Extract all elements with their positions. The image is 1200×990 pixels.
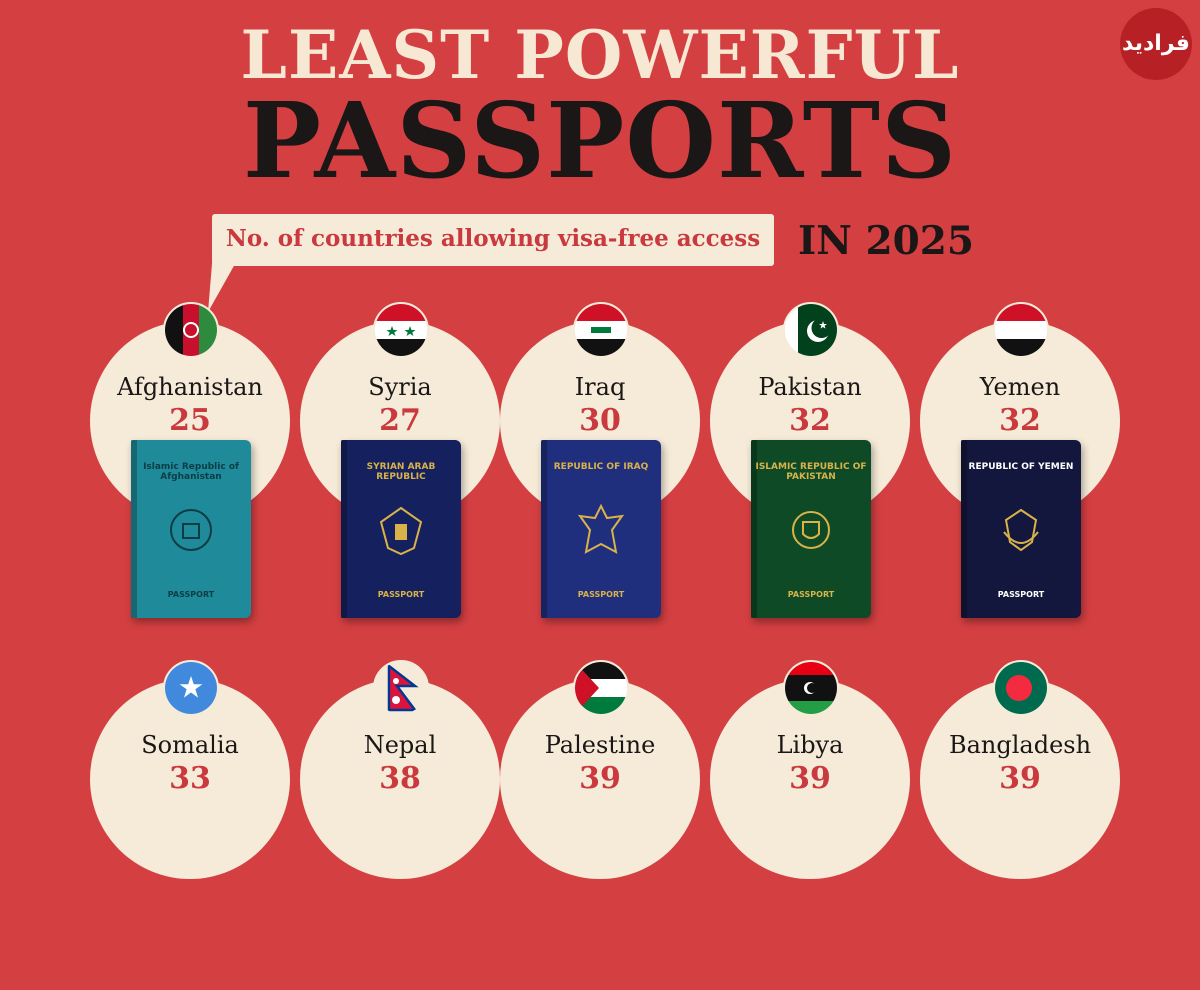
passport-card-iraq: Iraq 30 REPUBLIC OF IRAQ PASSPORT [500,302,700,632]
passport-card-afghanistan: Afghanistan 25 Islamic Republic of Afgha… [90,302,290,632]
country-label: Afghanistan [117,373,263,401]
title-line-2: PASSPORTS [242,79,958,202]
afghanistan-flag-icon [163,302,219,358]
passport-title: REPUBLIC OF IRAQ [553,462,649,472]
country-label: Pakistan [758,373,862,401]
visa-free-count: 33 [169,761,211,796]
visa-free-count: 39 [579,761,621,796]
passport-cover: Islamic Republic of Afghanistan PASSPORT [131,440,251,618]
passport-cover: SYRIAN ARAB REPUBLIC PASSPORT [341,440,461,618]
passport-title: ISLAMIC REPUBLIC OF PAKISTAN [755,462,867,482]
country-label: Libya [776,731,844,759]
passport-title: REPUBLIC OF YEMEN [968,462,1074,472]
passport-label: PASSPORT [577,590,625,599]
country-label: Iraq [574,373,626,401]
callout-pointer [208,264,235,312]
passport-card-bangladesh: Bangladesh 39 [920,660,1120,990]
country-label: Somalia [141,731,239,759]
bangladesh-flag-icon [993,660,1049,716]
subtitle-text: No. of countries allowing visa-free acce… [225,225,761,252]
passport-card-yemen: Yemen 32 REPUBLIC OF YEMEN PASSPORT [920,302,1120,632]
passport-title: Islamic Republic of Afghanistan [143,462,239,482]
passport-emblem-icon [170,509,212,551]
passport-label: PASSPORT [787,590,835,599]
logo: فرادید [1120,8,1192,80]
pakistan-flag-icon [783,302,839,358]
libya-flag-icon [783,660,839,716]
palestine-flag-icon [573,660,629,716]
country-label: Syria [368,373,432,401]
passport-label: PASSPORT [167,590,215,599]
visa-free-count: 27 [379,403,421,438]
visa-free-count: 32 [789,403,831,438]
passport-card-libya: Libya 39 [710,660,910,990]
passport-emblem-icon [792,511,830,549]
passport-cover: REPUBLIC OF IRAQ PASSPORT [541,440,661,618]
visa-free-count: 25 [169,403,211,438]
visa-free-count: 32 [999,403,1041,438]
passport-cover: REPUBLIC OF YEMEN PASSPORT [961,440,1081,618]
passport-label: PASSPORT [997,590,1045,599]
iraq-flag-icon [573,302,629,358]
passport-label: PASSPORT [377,590,425,599]
somalia-flag-icon [163,660,219,716]
passport-cover: ISLAMIC REPUBLIC OF PAKISTAN PASSPORT [751,440,871,618]
syria-flag-icon [373,302,429,358]
passport-card-nepal: Nepal 38 [300,660,500,990]
passport-emblem-icon [1003,508,1039,552]
country-label: Bangladesh [948,731,1092,759]
visa-free-count: 30 [579,403,621,438]
title-line-1: LEAST POWERFUL [240,16,960,94]
subtitle-callout: No. of countries allowing visa-free acce… [212,214,774,266]
passport-emblem-icon [577,503,625,554]
country-label: Nepal [363,731,437,759]
yemen-flag-icon [993,302,1049,358]
visa-free-count: 39 [789,761,831,796]
passport-card-somalia: Somalia 33 [90,660,290,990]
country-label: Yemen [979,373,1061,401]
visa-free-count: 38 [379,761,421,796]
passport-card-palestine: Palestine 39 [500,660,700,990]
passport-title: SYRIAN ARAB REPUBLIC [366,462,436,482]
country-label: Palestine [544,731,656,759]
nepal-flag-icon [373,660,429,716]
year-label: IN 2025 [798,218,975,264]
passport-emblem-icon [379,506,423,556]
passport-card-pakistan: Pakistan 32 ISLAMIC REPUBLIC OF PAKISTAN… [710,302,910,632]
passport-card-syria: Syria 27 SYRIAN ARAB REPUBLIC PASSPORT [300,302,500,632]
logo-text: فرادید [1122,31,1190,56]
visa-free-count: 39 [999,761,1041,796]
